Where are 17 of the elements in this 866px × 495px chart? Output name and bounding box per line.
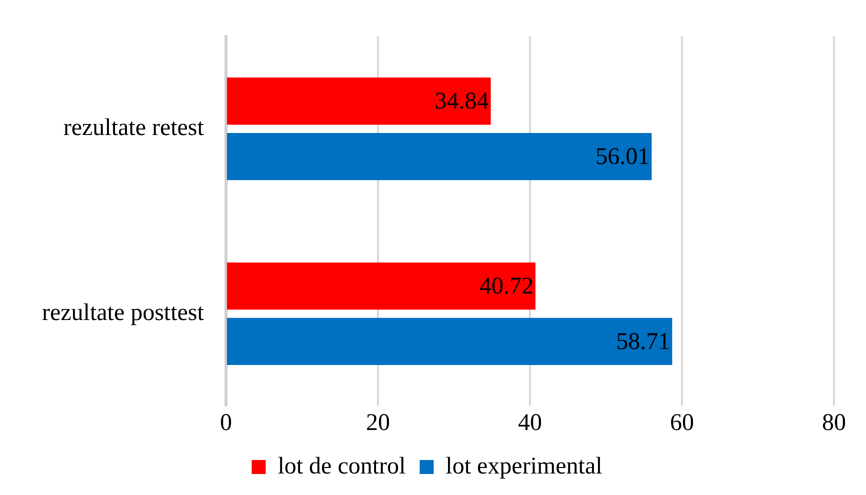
x-tick-label: 60 xyxy=(670,410,694,436)
y-tick-label: rezultate posttest xyxy=(42,300,204,326)
bar xyxy=(226,318,672,366)
x-tick-label: 80 xyxy=(822,410,846,436)
bar xyxy=(226,262,536,310)
x-tick-label: 20 xyxy=(366,410,390,436)
y-tick-label: rezultate retest xyxy=(63,115,204,142)
legend-label: lot experimental xyxy=(446,453,603,480)
data-label: 40.72 xyxy=(479,273,534,300)
legend-label: lot de control xyxy=(278,453,406,480)
data-label: 58.71 xyxy=(616,328,670,355)
bar xyxy=(226,78,491,125)
x-tick-label: 0 xyxy=(220,410,232,436)
bar xyxy=(226,133,652,180)
data-label: 56.01 xyxy=(596,144,650,170)
x-tick-label: 40 xyxy=(518,410,542,436)
data-label: 34.84 xyxy=(434,88,489,114)
